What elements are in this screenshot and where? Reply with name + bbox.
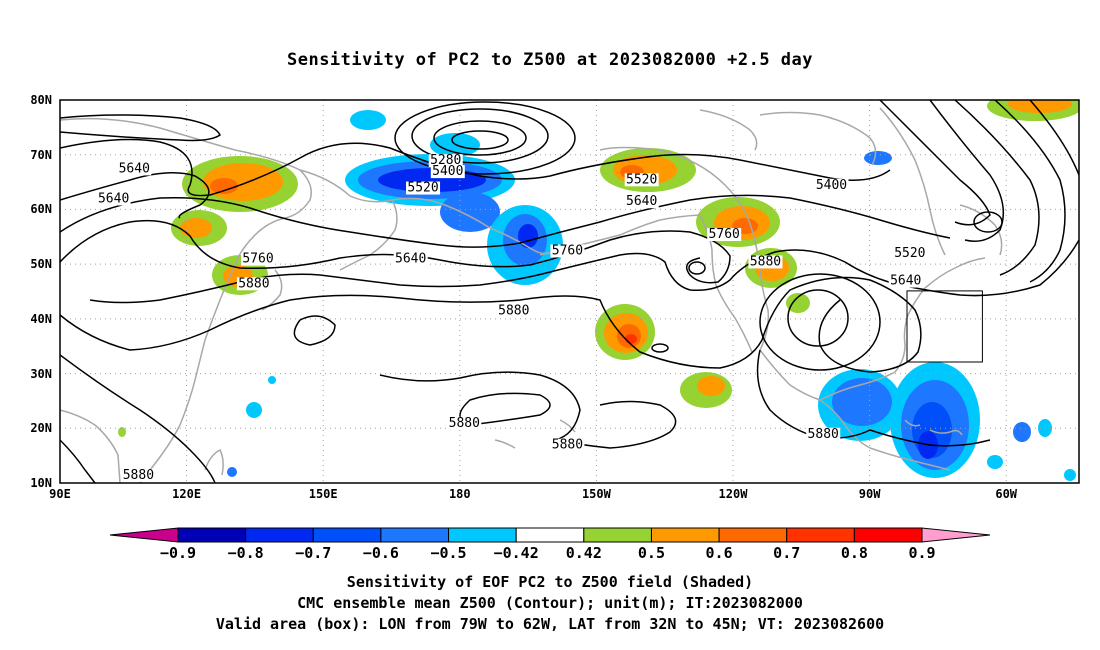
lat-label-10n: 10N (30, 476, 52, 490)
lat-label-60n: 60N (30, 202, 52, 216)
contour-label-background (806, 427, 841, 441)
colorbar-label: −0.6 (363, 544, 399, 562)
colorbar-segment (177, 527, 247, 543)
colorbar-label: 0.5 (638, 544, 665, 562)
lon-label-120e: 120E (172, 487, 201, 501)
contour-label-background (406, 181, 441, 195)
contour-label: 5640 (890, 274, 921, 289)
contour-label-background (550, 244, 585, 258)
lat-label-50n: 50N (30, 257, 52, 271)
contour-label: 5400 (816, 178, 847, 193)
negative-sensitivity-areas (227, 110, 1076, 481)
contour-label: 5640 (98, 191, 129, 206)
colorbar: −0.9 −0.8 −0.7 −0.6 −0.5 −0.42 0.42 0.5 0.6 0.7 0.… (109, 527, 991, 562)
contour-label: 5520 (894, 246, 925, 261)
colorbar-low-end (109, 527, 179, 543)
contour-label: 5760 (552, 243, 583, 258)
contour-labels: 5640564052805400552055205640540055205640… (96, 153, 927, 483)
contour-label-background (430, 165, 465, 179)
contour-label-background (96, 192, 131, 206)
lon-label-90w: 90W (859, 487, 881, 501)
contour-label-background (121, 468, 156, 482)
colorbar-segment (380, 527, 450, 543)
contour-label: 5880 (808, 427, 839, 442)
contour-label-background (707, 228, 742, 242)
caption-line-valid-area: Valid area (box): LON from 79W to 62W, L… (215, 615, 885, 633)
contour-label: 5520 (407, 181, 438, 196)
lon-label-180: 180 (449, 487, 471, 501)
contour-label-background (428, 154, 463, 168)
colorbar-label: −0.42 (494, 544, 539, 562)
contour-label-background (624, 173, 659, 187)
lat-label-80n: 80N (30, 93, 52, 107)
contour-label: 5640 (119, 161, 150, 176)
caption-block: Sensitivity of EOF PC2 to Z500 field (Sh… (0, 572, 1100, 635)
contour-label-background (814, 178, 849, 192)
colorbar-segment (718, 527, 788, 543)
contour-label-background (496, 304, 531, 318)
contour-label-background (748, 255, 783, 269)
contour-label: 5640 (395, 252, 426, 267)
caption-line-contour: CMC ensemble mean Z500 (Contour); unit(m… (297, 594, 803, 612)
contour-label-background (624, 195, 659, 209)
colorbar-label: 0.42 (566, 544, 602, 562)
lat-label-20n: 20N (30, 421, 52, 435)
colorbar-segment (245, 527, 314, 543)
lat-label-70n: 70N (30, 148, 52, 162)
contour-label: 5760 (242, 252, 273, 267)
latitude-labels: 80N 70N 60N 50N 40N 30N 20N 10N (30, 93, 52, 490)
contour-label-background (241, 252, 276, 266)
contour-label-background (892, 247, 927, 261)
contour-label: 5880 (449, 416, 480, 431)
map-title: Sensitivity of PC2 to Z500 at 2023082000… (286, 50, 813, 70)
longitude-labels: 90E 120E 150E 180 150W 120W 90W 60W (49, 487, 1018, 501)
lon-label-90e: 90E (49, 487, 71, 501)
colorbar-segment (853, 527, 923, 543)
contour-label: 5400 (432, 164, 463, 179)
lon-label-150w: 150W (582, 487, 612, 501)
contour-label: 5640 (626, 194, 657, 209)
colorbar-segment (312, 527, 382, 543)
lon-label-60w: 60W (995, 487, 1017, 501)
caption-line-shading: Sensitivity of EOF PC2 to Z500 field (Sh… (346, 573, 754, 591)
colorbar-label: −0.5 (430, 544, 466, 562)
colorbar-label: −0.7 (295, 544, 331, 562)
contour-label-background (117, 162, 152, 176)
contour-label: 5880 (750, 254, 781, 269)
contour-label: 5880 (238, 276, 269, 291)
contour-label: 5880 (552, 438, 583, 453)
contour-label-background (236, 277, 271, 291)
contour-label-background (447, 416, 482, 430)
lon-label-150e: 150E (309, 487, 338, 501)
colorbar-segment (786, 527, 855, 543)
colorbar-label: 0.9 (908, 544, 935, 562)
colorbar-segment (448, 527, 517, 543)
contour-label-background (888, 274, 923, 288)
contour-label: 5880 (498, 304, 529, 319)
colorbar-label: −0.8 (228, 544, 264, 562)
lat-label-40n: 40N (30, 312, 52, 326)
colorbar-label: 0.7 (773, 544, 800, 562)
lon-label-120w: 120W (719, 487, 749, 501)
contour-label: 5280 (430, 153, 461, 168)
colorbar-label: 0.8 (841, 544, 868, 562)
colorbar-label: −0.9 (160, 544, 196, 562)
coastlines (60, 107, 1003, 483)
contour-label: 5760 (709, 227, 740, 242)
map-frame (59, 99, 1080, 484)
contour-label-background (550, 438, 585, 452)
lat-label-30n: 30N (30, 367, 52, 381)
colorbar-segment (515, 527, 585, 543)
contour-label: 5520 (626, 172, 657, 187)
valid-area-box (906, 290, 983, 363)
colorbar-segment (583, 527, 652, 543)
colorbar-segment (650, 527, 720, 543)
colorbar-label: 0.6 (706, 544, 733, 562)
contour-label: 5880 (123, 468, 154, 483)
contour-label-background (393, 252, 428, 266)
colorbar-high-end (921, 527, 991, 543)
